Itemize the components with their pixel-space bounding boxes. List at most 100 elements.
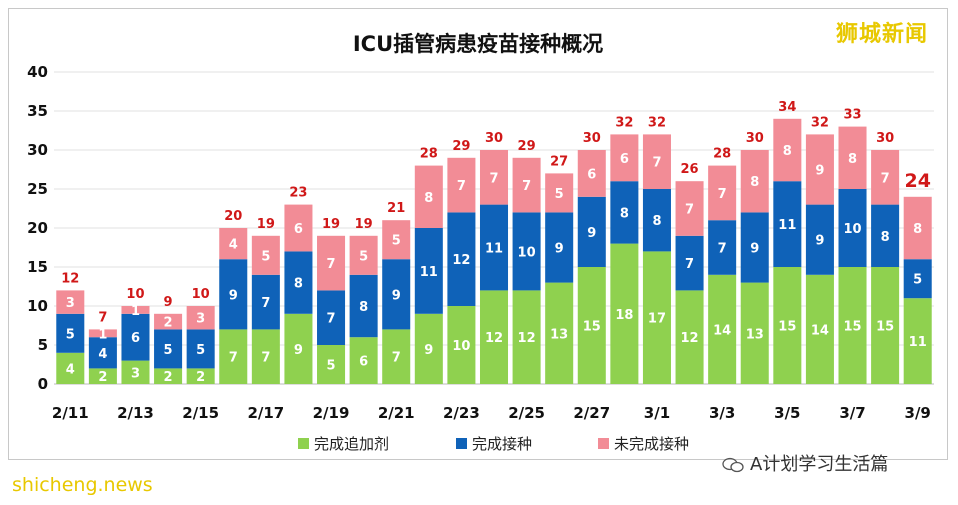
total-label: 34 xyxy=(778,100,796,115)
segment-value-label: 7 xyxy=(652,156,661,171)
segment-value-label: 4 xyxy=(229,238,238,253)
total-label: 19 xyxy=(322,217,340,232)
bar-segment xyxy=(447,306,476,384)
bar-segment xyxy=(610,134,639,182)
bar-segment xyxy=(903,298,932,384)
bar-segment xyxy=(317,345,346,384)
bar-segment xyxy=(838,189,867,267)
bars: 4531224173611025292531079420775199862357… xyxy=(56,100,932,385)
segment-value-label: 11 xyxy=(485,242,503,257)
bar-segment xyxy=(577,150,606,197)
segment-value-label: 8 xyxy=(913,222,922,237)
bar-segment xyxy=(88,329,117,338)
segment-value-label: 17 xyxy=(648,312,666,327)
x-axis: 2/11 2/13 2/15 2/17 2/19 2/21 2/23 2/25 2/27 3/1 3… xyxy=(52,404,931,422)
bar-segment xyxy=(708,165,737,221)
total-label: 10 xyxy=(126,287,144,302)
bar-segment xyxy=(479,150,509,205)
y-tick-label: 30 xyxy=(27,141,48,159)
segment-value-label: 10 xyxy=(518,245,536,260)
bar-segment xyxy=(642,134,671,189)
bar-segment xyxy=(675,181,704,236)
bar-segment xyxy=(121,306,150,314)
total-label: 19 xyxy=(257,217,275,232)
total-label: 27 xyxy=(550,154,568,169)
bar-segment xyxy=(838,126,867,189)
segment-value-label: 11 xyxy=(909,335,927,350)
segment-value-label: 2 xyxy=(164,370,173,385)
x-tick-label: 3/5 xyxy=(774,404,800,422)
legend-swatch xyxy=(598,438,609,449)
legend: 完成追加剂 完成接种 未完成接种 xyxy=(298,435,689,453)
bar-segment xyxy=(545,282,574,384)
x-tick-label: 2/23 xyxy=(443,404,480,422)
segment-value-label: 3 xyxy=(131,366,140,381)
bar-segment xyxy=(805,204,834,275)
segment-value-label: 8 xyxy=(652,214,661,229)
bar-segment xyxy=(56,352,85,384)
legend-swatch xyxy=(456,438,467,449)
bar-segment xyxy=(871,204,900,267)
segment-value-label: 7 xyxy=(327,312,336,327)
x-tick-label: 2/13 xyxy=(117,404,154,422)
bar-segment xyxy=(577,267,606,384)
wechat-source: A计划学习生活篇 xyxy=(722,450,888,476)
segment-value-label: 8 xyxy=(881,230,890,245)
segment-value-label: 3 xyxy=(66,296,75,311)
segment-value-label: 7 xyxy=(392,351,401,366)
wechat-icon xyxy=(722,457,744,473)
segment-value-label: 7 xyxy=(718,242,727,257)
bar-segment xyxy=(88,337,117,369)
segment-value-label: 7 xyxy=(718,187,727,202)
bar-segment xyxy=(382,329,411,384)
total-label: 12 xyxy=(61,271,79,286)
segment-value-label: 8 xyxy=(359,300,368,315)
bar-segment xyxy=(186,329,215,369)
bar-segment xyxy=(838,267,867,384)
segment-value-label: 7 xyxy=(881,171,890,186)
bar-segment xyxy=(447,157,476,213)
bar-segment xyxy=(154,368,183,384)
bar-segment xyxy=(251,329,280,384)
bar-segment xyxy=(251,274,280,330)
x-tick-label: 2/11 xyxy=(52,404,89,422)
total-label: 20 xyxy=(224,209,242,224)
bar-segment xyxy=(349,235,378,275)
segment-value-label: 8 xyxy=(620,206,629,221)
bar-segment xyxy=(773,118,802,182)
segment-value-label: 13 xyxy=(550,327,568,342)
segment-value-label: 9 xyxy=(815,164,824,179)
total-label: 28 xyxy=(713,147,731,162)
bar-segment xyxy=(186,368,215,384)
bar-segment xyxy=(512,157,541,213)
watermark-bottom: shicheng.news xyxy=(12,474,153,496)
bar-segment xyxy=(903,196,932,260)
bar-segment xyxy=(610,243,639,384)
legend-label: 完成接种 xyxy=(472,435,532,453)
bar-segment xyxy=(708,274,737,384)
segment-value-label: 15 xyxy=(876,320,894,335)
segment-value-label: 2 xyxy=(164,316,173,331)
total-label: 9 xyxy=(164,295,173,310)
bar-segment xyxy=(512,212,541,291)
segment-value-label: 11 xyxy=(778,218,796,233)
bar-segment xyxy=(708,220,737,275)
segment-value-label: 9 xyxy=(555,242,564,257)
x-tick-label: 2/15 xyxy=(182,404,219,422)
segment-value-label: 7 xyxy=(522,179,531,194)
bar-segment xyxy=(740,212,769,283)
segment-value-label: 5 xyxy=(261,249,270,264)
total-label: 7 xyxy=(98,310,107,325)
bar-segment xyxy=(447,212,476,306)
segment-value-label: 9 xyxy=(229,288,238,303)
total-label: 24 xyxy=(904,170,930,192)
segment-value-label: 12 xyxy=(485,331,503,346)
x-tick-label: 2/25 xyxy=(508,404,545,422)
segment-value-label: 15 xyxy=(843,320,861,335)
bar-segment xyxy=(414,228,443,314)
segment-value-label: 8 xyxy=(424,191,433,206)
total-label: 30 xyxy=(485,131,503,146)
segment-value-label: 4 xyxy=(66,362,75,377)
segment-value-label: 7 xyxy=(685,257,694,272)
segment-value-label: 9 xyxy=(424,343,433,358)
